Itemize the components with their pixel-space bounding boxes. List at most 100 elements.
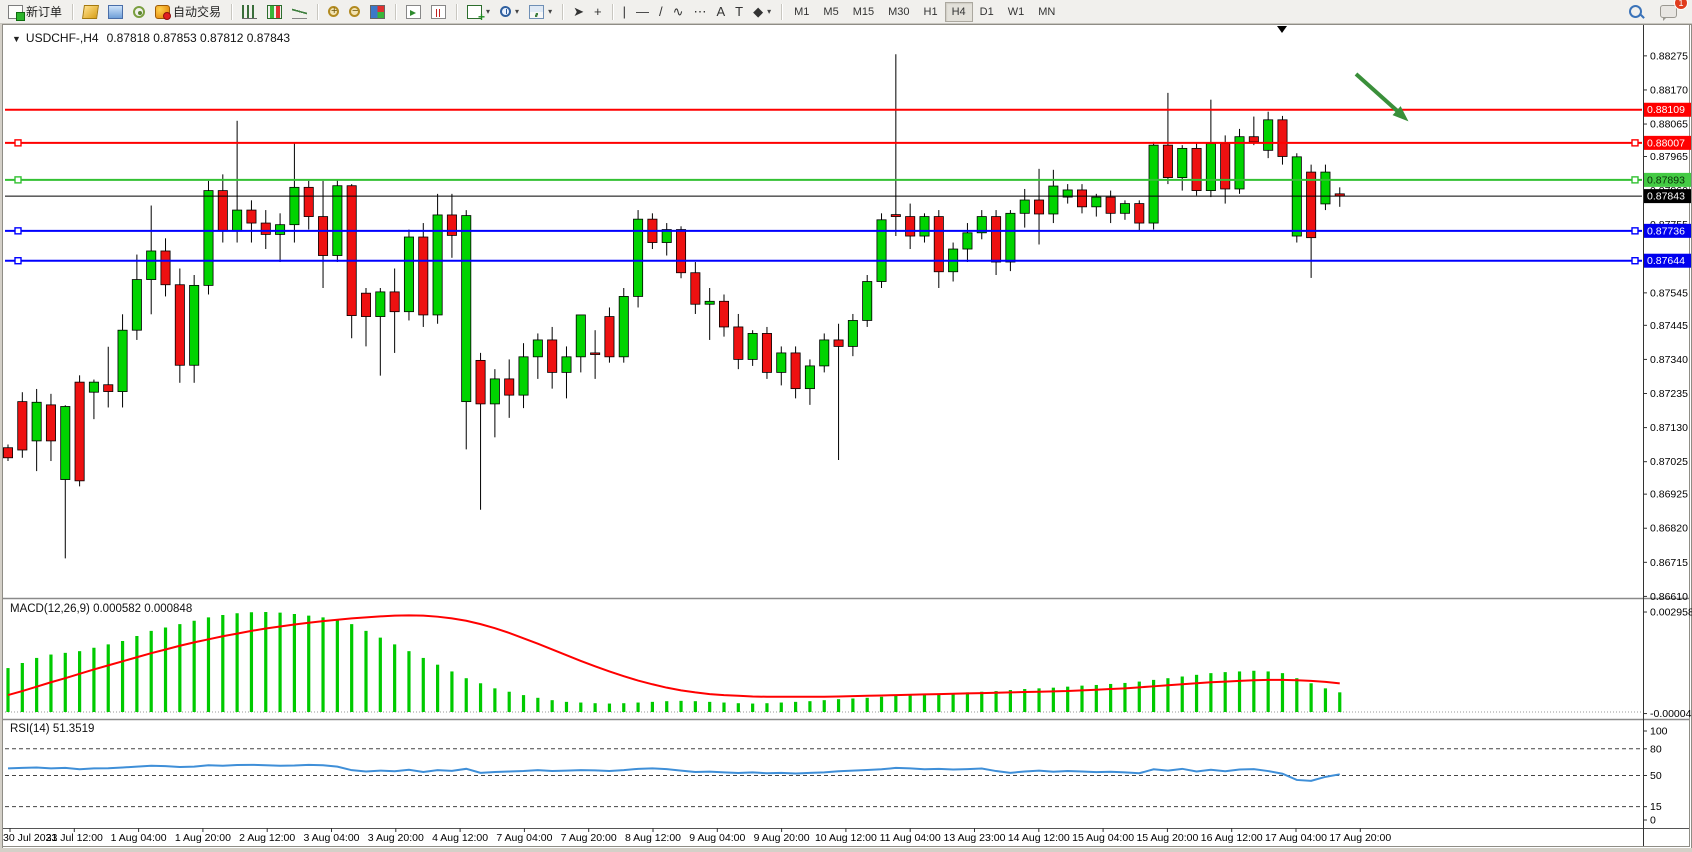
price-tick-label: 0.88170 — [1650, 84, 1688, 96]
chat-bubble-icon — [1660, 5, 1677, 21]
time-tick-label: 15 Aug 04:00 — [1072, 832, 1134, 844]
bear-candle — [1077, 189, 1088, 208]
bear-candle — [246, 209, 257, 224]
line-handle — [14, 176, 22, 184]
bear-candle — [547, 339, 558, 373]
price-tick-label: 0.86820 — [1650, 523, 1688, 535]
bear-candle — [17, 401, 28, 451]
bull-candle — [275, 224, 286, 235]
price-tick-label: 0.86925 — [1650, 489, 1688, 501]
macd-indicator-label: MACD(12,26,9) 0.000582 0.000848 — [10, 603, 193, 615]
bar-chart-button[interactable] — [237, 1, 262, 23]
price-tick-label: 0.87340 — [1650, 354, 1688, 366]
bear-candle — [676, 229, 687, 274]
tab-timeframe-w1[interactable]: W1 — [1007, 5, 1025, 18]
fibonacci-button[interactable]: ∿ — [668, 1, 689, 23]
bull-candle — [776, 352, 787, 373]
crosshair-button[interactable]: + — [589, 1, 607, 23]
rsi-panel: 100 80 50 15 0 — [5, 726, 1668, 827]
time-tick-label: 10 Aug 12:00 — [815, 832, 877, 844]
crosshair-icon: + — [593, 3, 602, 19]
auto-trading-icon — [155, 4, 172, 20]
bull-candle — [618, 296, 629, 358]
chart-shift-marker[interactable] — [1277, 26, 1287, 33]
rsi-indicator-label: RSI(14) 51.3519 — [10, 723, 95, 735]
bull-candle — [1205, 143, 1216, 191]
notifications-button[interactable]: 1 — [1655, 0, 1688, 23]
auto-trading-button[interactable]: 自动交易 — [150, 1, 226, 23]
bear-candle — [74, 381, 85, 482]
bear-candle — [446, 214, 457, 236]
annotations[interactable] — [1354, 72, 1409, 122]
periods-button[interactable]: ▾ — [495, 1, 524, 23]
candle-chart-button[interactable] — [262, 1, 287, 23]
tab-timeframe-m1[interactable]: M1 — [794, 5, 810, 18]
bull-candle — [31, 401, 42, 442]
bear-candle — [217, 190, 228, 232]
market-watch-button[interactable] — [78, 1, 103, 23]
symbol-dropdown-icon[interactable]: ▼ — [12, 34, 21, 44]
new-order-button[interactable]: 新订单 — [3, 1, 67, 23]
line-handle — [14, 139, 22, 147]
bear-candle — [318, 216, 329, 256]
tab-timeframe-mn[interactable]: MN — [1038, 5, 1056, 18]
line-chart-button[interactable] — [287, 1, 312, 23]
auto-trading-label: 自动交易 — [173, 5, 222, 19]
bull-candle — [633, 218, 644, 297]
horizontal-line-icon: — — [635, 3, 649, 19]
horizontal-line-button[interactable]: — — [631, 1, 654, 23]
bear-candle — [991, 216, 1002, 263]
chart-shift-icon — [431, 4, 447, 19]
trendline-button[interactable]: / — [654, 1, 668, 23]
toolbar-separator — [562, 3, 564, 20]
indicators-button[interactable]: ▾ — [462, 1, 495, 24]
shapes-button[interactable]: ◆ ▾ — [748, 1, 776, 23]
bear-candle — [790, 352, 801, 390]
terminal-button[interactable] — [103, 1, 128, 23]
bull-candle — [847, 320, 858, 347]
zoom-out-button[interactable] — [344, 1, 365, 23]
rsi-tick-label: 80 — [1650, 743, 1662, 755]
text-icon: A — [716, 3, 726, 19]
cursor-button[interactable]: ➤ — [568, 1, 589, 23]
price-tick-label: 0.87130 — [1650, 422, 1688, 434]
text-button[interactable]: A — [712, 1, 731, 23]
tile-windows-button[interactable] — [365, 1, 390, 23]
bear-candle — [346, 185, 357, 316]
tab-timeframe-m30[interactable]: M30 — [888, 5, 910, 18]
market-watch-icon — [82, 4, 99, 19]
bear-candle — [1248, 136, 1259, 143]
templates-button[interactable]: ▾ — [524, 1, 557, 23]
time-tick-label: 17 Aug 04:00 — [1265, 832, 1327, 844]
search-button[interactable] — [1624, 1, 1647, 23]
signals-button[interactable] — [128, 1, 150, 23]
tab-timeframe-m5[interactable]: M5 — [823, 5, 839, 18]
auto-scroll-icon — [406, 4, 422, 19]
text-label-button[interactable]: T — [730, 1, 748, 23]
chart-shift-button[interactable] — [426, 1, 451, 23]
price-badge-label: 0.88109 — [1647, 104, 1685, 116]
chevron-down-icon: ▾ — [515, 7, 520, 16]
auto-scroll-button[interactable] — [401, 1, 426, 23]
level-lines[interactable] — [5, 108, 1642, 265]
bull-candle — [432, 214, 443, 316]
tab-timeframe-h1[interactable]: H1 — [923, 5, 938, 18]
price-tick-label: 0.87235 — [1650, 388, 1688, 400]
time-tick-label: 1 Aug 20:00 — [175, 832, 231, 844]
tab-timeframe-d1[interactable]: D1 — [979, 5, 994, 18]
grid-button[interactable]: ⋯ — [689, 1, 712, 23]
bull-candle — [1091, 196, 1102, 208]
zoom-in-button[interactable] — [323, 1, 344, 23]
vertical-line-button[interactable]: | — [618, 1, 631, 23]
price-tick-label: 0.87025 — [1650, 456, 1688, 468]
tab-timeframe-h4[interactable]: H4 — [944, 1, 973, 22]
bull-candle — [117, 329, 128, 392]
zoom-out-icon — [349, 5, 361, 17]
toolbar-separator — [231, 3, 233, 20]
tab-timeframe-m15[interactable]: M15 — [852, 5, 875, 18]
time-tick-label: 1 Aug 04:00 — [111, 832, 167, 844]
price-tick-label: 0.88275 — [1650, 50, 1688, 62]
macd-tick-label: 0.002958 — [1650, 607, 1692, 619]
